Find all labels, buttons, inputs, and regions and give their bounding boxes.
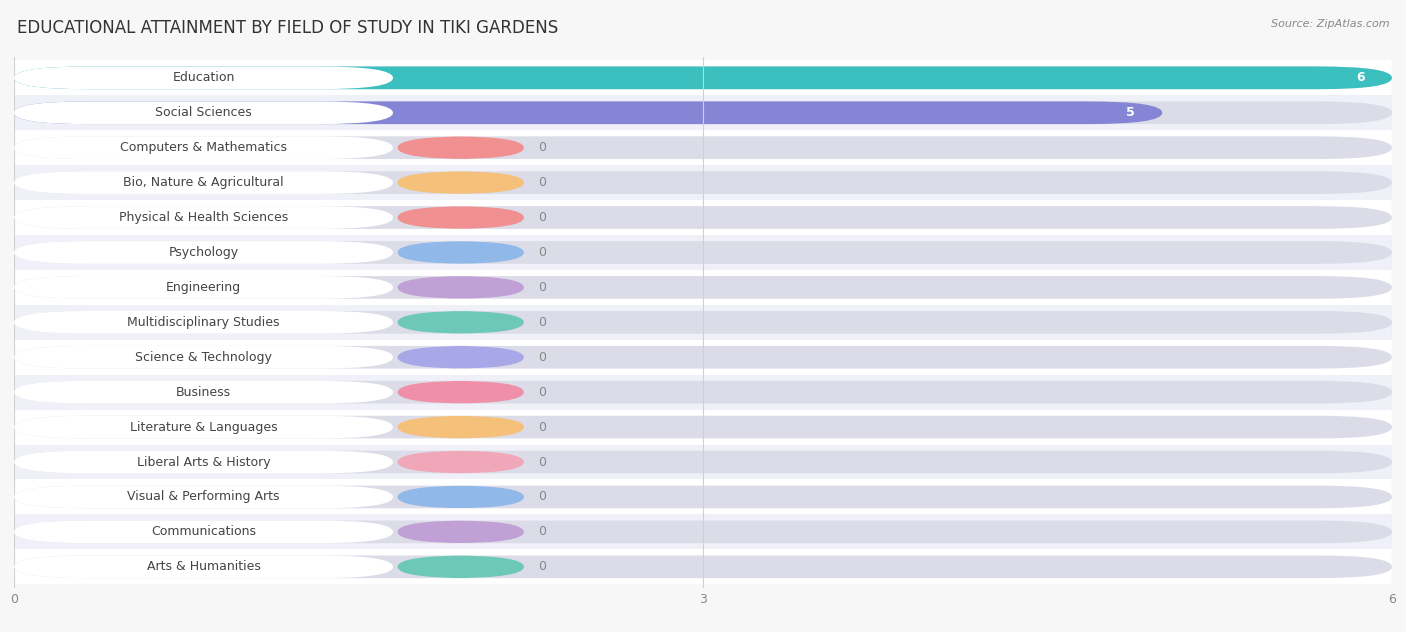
FancyBboxPatch shape: [14, 66, 392, 89]
Text: 0: 0: [537, 316, 546, 329]
FancyBboxPatch shape: [14, 521, 392, 544]
Text: Literature & Languages: Literature & Languages: [129, 421, 277, 434]
FancyBboxPatch shape: [14, 276, 392, 299]
FancyBboxPatch shape: [14, 451, 1392, 473]
FancyBboxPatch shape: [14, 101, 392, 124]
Text: Multidisciplinary Studies: Multidisciplinary Studies: [128, 316, 280, 329]
FancyBboxPatch shape: [398, 485, 524, 508]
FancyBboxPatch shape: [0, 305, 1406, 340]
FancyBboxPatch shape: [14, 171, 392, 194]
Text: 0: 0: [537, 386, 546, 399]
Text: 0: 0: [537, 490, 546, 504]
Text: 0: 0: [537, 281, 546, 294]
FancyBboxPatch shape: [0, 61, 1406, 95]
FancyBboxPatch shape: [0, 130, 1406, 165]
FancyBboxPatch shape: [14, 416, 1392, 439]
Text: Communications: Communications: [150, 525, 256, 538]
Text: Science & Technology: Science & Technology: [135, 351, 271, 364]
Text: 0: 0: [537, 141, 546, 154]
FancyBboxPatch shape: [14, 346, 392, 368]
FancyBboxPatch shape: [398, 206, 524, 229]
Text: Physical & Health Sciences: Physical & Health Sciences: [120, 211, 288, 224]
FancyBboxPatch shape: [398, 416, 524, 439]
Text: Source: ZipAtlas.com: Source: ZipAtlas.com: [1271, 19, 1389, 29]
FancyBboxPatch shape: [14, 556, 392, 578]
FancyBboxPatch shape: [14, 101, 1392, 124]
FancyBboxPatch shape: [398, 381, 524, 403]
FancyBboxPatch shape: [14, 101, 1163, 124]
Text: EDUCATIONAL ATTAINMENT BY FIELD OF STUDY IN TIKI GARDENS: EDUCATIONAL ATTAINMENT BY FIELD OF STUDY…: [17, 19, 558, 37]
Text: Visual & Performing Arts: Visual & Performing Arts: [128, 490, 280, 504]
FancyBboxPatch shape: [14, 137, 1392, 159]
FancyBboxPatch shape: [0, 444, 1406, 480]
FancyBboxPatch shape: [398, 276, 524, 299]
FancyBboxPatch shape: [0, 200, 1406, 235]
Text: 0: 0: [537, 421, 546, 434]
FancyBboxPatch shape: [0, 514, 1406, 549]
FancyBboxPatch shape: [14, 66, 1392, 89]
Text: Liberal Arts & History: Liberal Arts & History: [136, 456, 270, 468]
FancyBboxPatch shape: [398, 346, 524, 368]
FancyBboxPatch shape: [398, 241, 524, 264]
FancyBboxPatch shape: [398, 521, 524, 544]
FancyBboxPatch shape: [14, 171, 1392, 194]
FancyBboxPatch shape: [0, 95, 1406, 130]
Text: 0: 0: [537, 211, 546, 224]
FancyBboxPatch shape: [14, 521, 1392, 544]
Text: 0: 0: [537, 176, 546, 189]
FancyBboxPatch shape: [14, 485, 1392, 508]
FancyBboxPatch shape: [14, 66, 1392, 89]
FancyBboxPatch shape: [398, 311, 524, 334]
FancyBboxPatch shape: [0, 165, 1406, 200]
FancyBboxPatch shape: [0, 340, 1406, 375]
Text: Arts & Humanities: Arts & Humanities: [146, 561, 260, 573]
FancyBboxPatch shape: [14, 485, 392, 508]
Text: 0: 0: [537, 525, 546, 538]
FancyBboxPatch shape: [14, 311, 1392, 334]
Text: 0: 0: [537, 456, 546, 468]
FancyBboxPatch shape: [0, 410, 1406, 444]
Text: Psychology: Psychology: [169, 246, 239, 259]
FancyBboxPatch shape: [0, 549, 1406, 584]
FancyBboxPatch shape: [14, 241, 1392, 264]
Text: 0: 0: [537, 246, 546, 259]
FancyBboxPatch shape: [14, 206, 392, 229]
FancyBboxPatch shape: [14, 416, 392, 439]
Text: Education: Education: [173, 71, 235, 84]
FancyBboxPatch shape: [0, 270, 1406, 305]
FancyBboxPatch shape: [398, 556, 524, 578]
Text: Business: Business: [176, 386, 231, 399]
FancyBboxPatch shape: [14, 137, 392, 159]
FancyBboxPatch shape: [14, 556, 1392, 578]
Text: 6: 6: [1355, 71, 1364, 84]
FancyBboxPatch shape: [14, 276, 1392, 299]
FancyBboxPatch shape: [14, 206, 1392, 229]
Text: Social Sciences: Social Sciences: [155, 106, 252, 119]
Text: Computers & Mathematics: Computers & Mathematics: [120, 141, 287, 154]
FancyBboxPatch shape: [398, 451, 524, 473]
Text: 0: 0: [537, 561, 546, 573]
Text: 0: 0: [537, 351, 546, 364]
FancyBboxPatch shape: [14, 451, 392, 473]
Text: Engineering: Engineering: [166, 281, 240, 294]
FancyBboxPatch shape: [14, 346, 1392, 368]
FancyBboxPatch shape: [14, 381, 392, 403]
FancyBboxPatch shape: [14, 241, 392, 264]
Text: Bio, Nature & Agricultural: Bio, Nature & Agricultural: [124, 176, 284, 189]
Text: 5: 5: [1126, 106, 1135, 119]
FancyBboxPatch shape: [0, 235, 1406, 270]
FancyBboxPatch shape: [0, 480, 1406, 514]
FancyBboxPatch shape: [14, 381, 1392, 403]
FancyBboxPatch shape: [398, 137, 524, 159]
FancyBboxPatch shape: [0, 375, 1406, 410]
FancyBboxPatch shape: [398, 171, 524, 194]
FancyBboxPatch shape: [14, 311, 392, 334]
